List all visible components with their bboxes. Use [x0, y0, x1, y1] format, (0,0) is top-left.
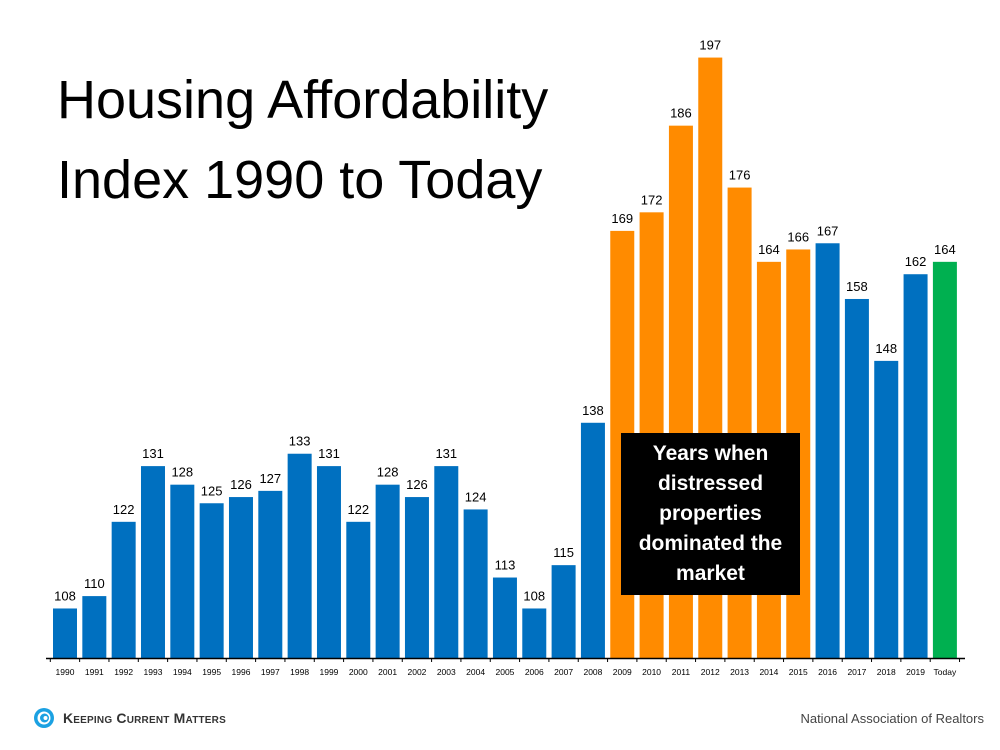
data-label-2010: 172: [641, 192, 663, 207]
data-label-1996: 126: [230, 477, 252, 492]
bar-chart: 108 1990 110 1991 122 1992 131 1993 128 1994 125 19…: [46, 38, 965, 677]
data-label-2018: 148: [875, 341, 897, 356]
distressed-years-annotation: Years when distressed properties dominat…: [621, 433, 800, 595]
bar-2001: [375, 484, 400, 658]
x-tick-label-2004: 2004: [466, 667, 485, 677]
kcm-logo: Keeping Current Matters: [33, 707, 226, 729]
data-label-2008: 138: [582, 403, 604, 418]
data-label-2011: 186: [670, 106, 692, 121]
data-label-1999: 131: [318, 446, 340, 461]
data-label-2015: 166: [787, 229, 809, 244]
bar-1995: [199, 503, 224, 658]
data-label-2019: 162: [905, 254, 927, 269]
x-tick-label-1995: 1995: [202, 667, 221, 677]
data-label-1995: 125: [201, 483, 223, 498]
bar-1993: [140, 466, 165, 658]
data-label-2003: 131: [435, 446, 457, 461]
data-label-2005: 113: [495, 558, 516, 573]
x-tick-label-1992: 1992: [114, 667, 133, 677]
bar-1992: [111, 521, 136, 658]
data-label-2002: 126: [406, 477, 428, 492]
title-line-2: Index 1990 to Today: [57, 150, 543, 210]
x-tick-label-2015: 2015: [789, 667, 808, 677]
x-tick-label-1990: 1990: [56, 667, 75, 677]
bar-1998: [287, 453, 312, 658]
x-tick-label-2008: 2008: [583, 667, 602, 677]
x-tick-label-2012: 2012: [701, 667, 720, 677]
x-tick-label-2001: 2001: [378, 667, 397, 677]
data-label-2009: 169: [611, 211, 633, 226]
data-label-1994: 128: [171, 465, 193, 480]
x-tick-label-1996: 1996: [232, 667, 251, 677]
data-label-2004: 124: [465, 489, 487, 504]
bar-2007: [551, 565, 576, 658]
data-label-1992: 122: [113, 502, 135, 517]
data-label-2007: 115: [553, 545, 574, 560]
data-label-2012: 197: [699, 38, 721, 53]
data-label-1997: 127: [259, 471, 281, 486]
x-tick-label-2018: 2018: [877, 667, 896, 677]
x-tick-label-2016: 2016: [818, 667, 837, 677]
bar-1996: [228, 497, 253, 658]
bar-2005: [492, 577, 517, 658]
bar-2016: [815, 243, 840, 658]
data-label-1993: 131: [142, 446, 164, 461]
bar-1997: [258, 490, 283, 658]
x-tick-label-2011: 2011: [672, 667, 691, 677]
bar-2019: [903, 274, 928, 658]
bar-2002: [404, 497, 429, 658]
x-tick-label-1998: 1998: [290, 667, 309, 677]
x-tick-label-1994: 1994: [173, 667, 192, 677]
x-tick-label-1997: 1997: [261, 667, 280, 677]
logo-text: Keeping Current Matters: [63, 710, 226, 726]
data-label-2006: 108: [523, 588, 545, 603]
data-label-2014: 164: [758, 242, 780, 257]
data-label-2016: 167: [817, 223, 839, 238]
bar-2000: [346, 521, 371, 658]
chart-title: Housing Affordability Index 1990 to Toda…: [57, 60, 548, 220]
title-line-1: Housing Affordability: [57, 70, 549, 130]
x-tick-label-2005: 2005: [495, 667, 514, 677]
x-tick-label-2009: 2009: [613, 667, 632, 677]
bar-1990: [53, 608, 77, 658]
bar-2004: [463, 509, 488, 658]
bar-2003: [434, 466, 459, 658]
x-tick-label-1991: 1991: [85, 667, 104, 677]
x-tick-label-2002: 2002: [407, 667, 426, 677]
x-tick-label-2007: 2007: [554, 667, 573, 677]
bar-Today: [932, 261, 957, 658]
bar-2006: [522, 608, 547, 658]
data-label-1990: 108: [54, 588, 76, 603]
data-label-Today: 164: [934, 242, 956, 257]
source-credit: National Association of Realtors: [800, 711, 984, 726]
bar-2018: [874, 360, 899, 658]
x-tick-label-2019: 2019: [906, 667, 925, 677]
x-tick-label-2003: 2003: [437, 667, 456, 677]
data-label-1998: 133: [289, 434, 311, 449]
data-label-2017: 158: [846, 279, 868, 294]
x-tick-label-1993: 1993: [144, 667, 163, 677]
x-tick-label-2014: 2014: [759, 667, 778, 677]
data-label-2001: 128: [377, 465, 399, 480]
x-tick-label-2010: 2010: [642, 667, 661, 677]
x-tick-label-2006: 2006: [525, 667, 544, 677]
swirl-logo-icon: [34, 708, 54, 728]
bar-1999: [316, 466, 341, 658]
x-tick-label-2017: 2017: [847, 667, 866, 677]
data-label-1991: 110: [84, 576, 105, 591]
x-tick-label-2013: 2013: [730, 667, 749, 677]
x-tick-label-Today: Today: [934, 667, 957, 677]
data-label-2000: 122: [347, 502, 369, 517]
bar-1994: [170, 484, 195, 658]
x-tick-label-2000: 2000: [349, 667, 368, 677]
bar-2017: [844, 298, 869, 658]
x-tick-label-1999: 1999: [320, 667, 339, 677]
bar-2008: [580, 422, 605, 658]
data-label-2013: 176: [729, 168, 751, 183]
bar-1991: [82, 596, 107, 658]
